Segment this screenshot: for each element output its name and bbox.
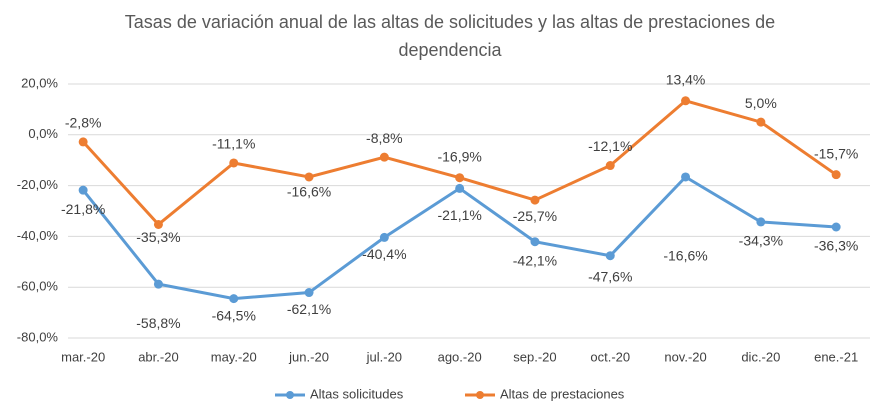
data-label: -35,3% <box>136 229 180 245</box>
data-label: -21,1% <box>437 207 481 223</box>
data-label: -25,7% <box>513 208 557 224</box>
data-point <box>831 222 841 232</box>
data-label: 5,0% <box>745 95 777 111</box>
data-point <box>605 161 615 171</box>
x-tick-label: ago.-20 <box>438 349 482 364</box>
data-label: -62,1% <box>287 301 331 317</box>
data-label: -64,5% <box>212 307 256 323</box>
data-point <box>304 172 314 182</box>
data-point <box>379 152 389 162</box>
data-label: -47,6% <box>588 268 632 284</box>
data-point <box>153 219 163 229</box>
data-label: -2,8% <box>65 115 102 131</box>
data-label: -16,6% <box>287 184 331 200</box>
legend-label: Altas solicitudes <box>310 386 404 401</box>
data-point <box>681 172 691 182</box>
x-tick-label: oct.-20 <box>590 349 630 364</box>
x-tick-label: abr.-20 <box>138 349 178 364</box>
x-tick-label: ene.-21 <box>814 349 858 364</box>
data-point <box>756 117 766 127</box>
data-label: -34,3% <box>739 233 783 249</box>
data-point <box>681 96 691 106</box>
y-tick-label: 20,0% <box>21 75 58 90</box>
data-point <box>831 170 841 180</box>
x-tick-label: jul.-20 <box>366 349 402 364</box>
data-point <box>78 137 88 147</box>
data-label: -42,1% <box>513 252 557 268</box>
data-label: -8,8% <box>366 130 403 146</box>
x-tick-label: may.-20 <box>211 349 257 364</box>
y-tick-label: -20,0% <box>17 177 59 192</box>
data-label: -16,9% <box>437 148 481 164</box>
x-tick-label: mar.-20 <box>61 349 105 364</box>
data-point <box>605 251 615 261</box>
data-point <box>153 279 163 289</box>
data-point <box>78 185 88 195</box>
data-label: -40,4% <box>362 246 406 262</box>
y-tick-label: -40,0% <box>17 228 59 243</box>
data-point <box>379 232 389 242</box>
chart-title: Tasas de variación anual de las altas de… <box>124 12 776 60</box>
data-label: -15,7% <box>814 145 858 161</box>
y-tick-label: -60,0% <box>17 279 59 294</box>
data-point <box>229 158 239 168</box>
data-label: 13,4% <box>666 71 706 87</box>
legend-marker <box>286 391 294 399</box>
x-tick-label: dic.-20 <box>741 349 780 364</box>
data-label: -11,1% <box>212 136 255 152</box>
data-label: -58,8% <box>136 315 180 331</box>
data-point <box>229 294 239 304</box>
data-label: -12,1% <box>588 138 632 154</box>
data-point <box>304 288 314 298</box>
x-tick-label: nov.-20 <box>664 349 706 364</box>
y-tick-label: -80,0% <box>17 329 59 344</box>
data-point <box>530 195 540 205</box>
data-label: -16,6% <box>663 248 707 264</box>
data-point <box>455 173 465 183</box>
legend-marker <box>476 391 484 399</box>
x-tick-label: sep.-20 <box>513 349 556 364</box>
legend-label: Altas de prestaciones <box>500 386 625 401</box>
y-tick-label: 0,0% <box>28 126 58 141</box>
data-label: -36,3% <box>814 238 858 254</box>
data-point <box>455 183 465 193</box>
data-label: -21,8% <box>61 201 105 217</box>
x-tick-label: jun.-20 <box>288 349 329 364</box>
data-point <box>756 217 766 227</box>
data-point <box>530 237 540 247</box>
